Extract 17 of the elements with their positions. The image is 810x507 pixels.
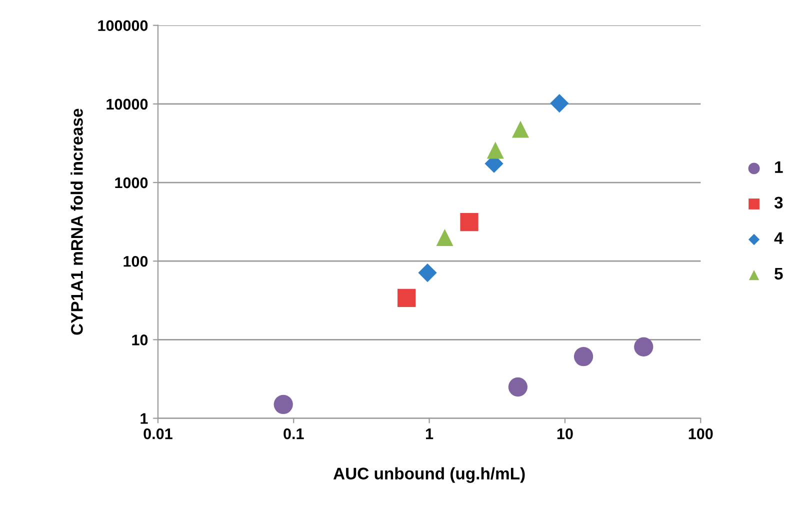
x-tick-label: 1 (426, 428, 434, 440)
x-tick-label: 10 (557, 428, 573, 440)
x-tick-label: 0.01 (144, 428, 172, 440)
x-axis-title: AUC unbound (ug.h/mL) (333, 467, 525, 483)
y-tick-label: 100 (124, 256, 148, 267)
legend-label: 5 (774, 268, 783, 280)
y-tick-label: 1000 (115, 177, 148, 188)
x-tick-label: 100 (688, 428, 713, 440)
y-tick-label: 100000 (98, 20, 148, 32)
y-tick-label: 10000 (106, 98, 148, 110)
y-tick-label: 10 (132, 334, 148, 346)
y-axis-title: CYP1A1 mRNA fold increase (70, 108, 83, 335)
legend-label: 3 (774, 196, 783, 209)
legend-label: 4 (774, 232, 784, 244)
legend-label: 1 (775, 161, 783, 173)
y-tick-label: 1 (140, 413, 148, 424)
x-tick-label: 0.1 (284, 428, 304, 440)
